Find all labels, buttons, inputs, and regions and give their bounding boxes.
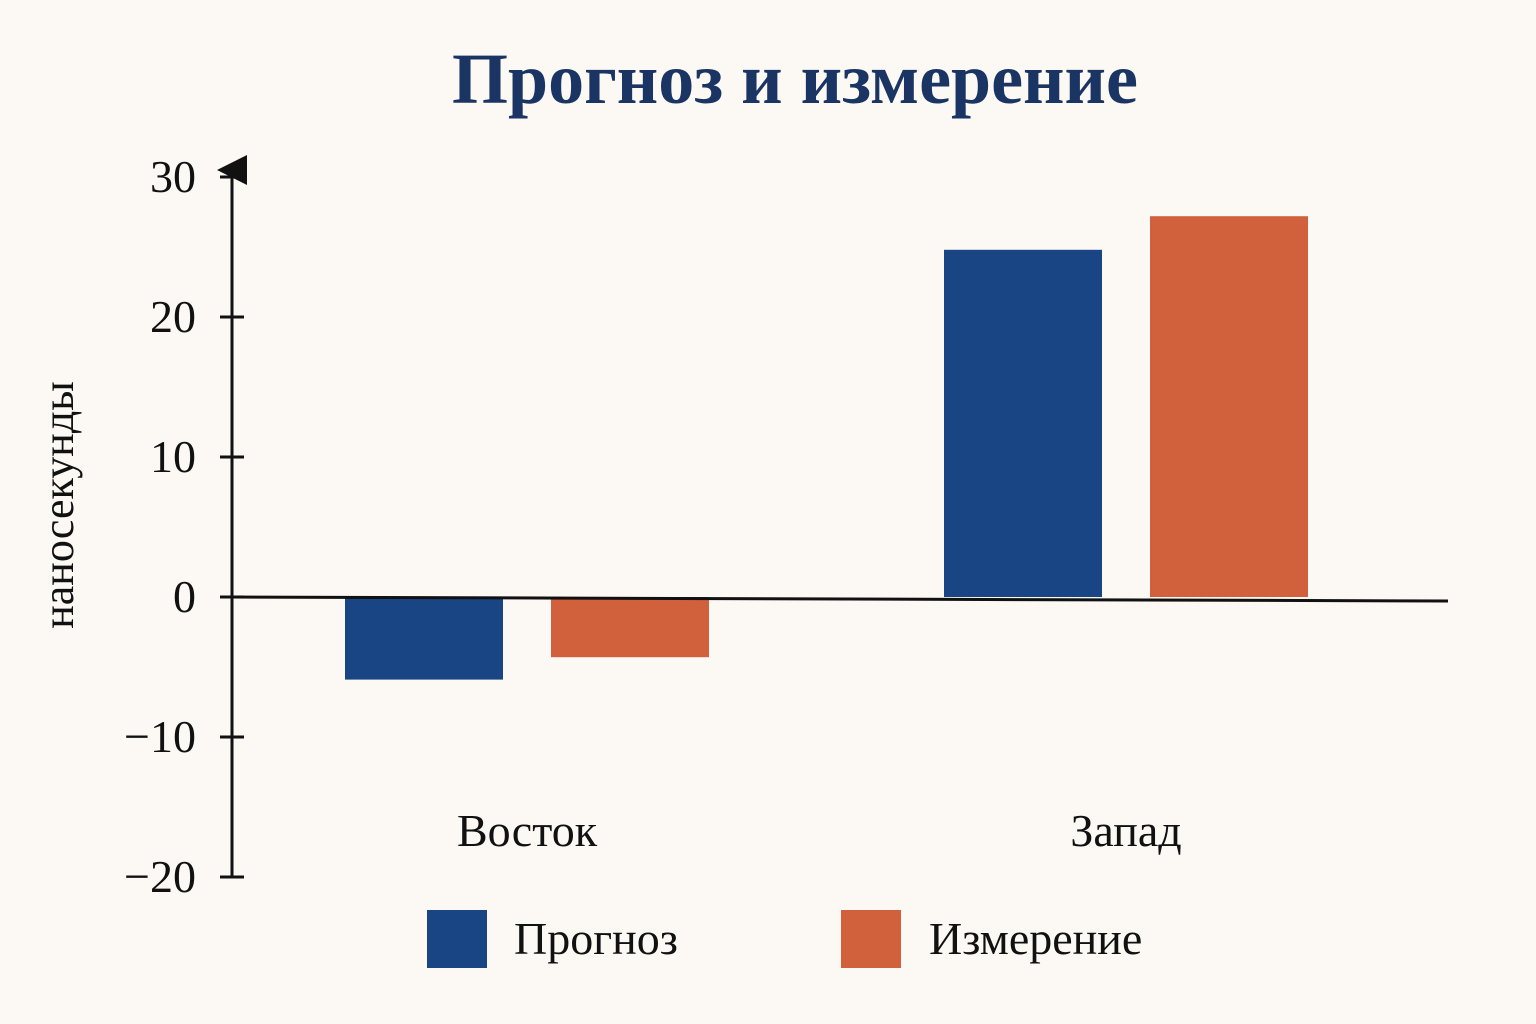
y-axis-label: наносекунды [34, 381, 83, 629]
category-labels: Восток Запад [457, 805, 1182, 856]
legend-label-measurement: Измерение [929, 913, 1142, 964]
category-label-east: Восток [457, 805, 598, 856]
y-tick-label: −10 [124, 711, 196, 762]
legend-swatch-forecast [427, 910, 487, 968]
legend: Прогноз Измерение [427, 910, 1142, 968]
bar-forecast-east [345, 597, 503, 680]
y-ticks: 30 20 10 0 −10 −20 [124, 151, 244, 902]
chart-title: Прогноз и измерение [452, 39, 1138, 119]
y-tick-label: 20 [150, 291, 196, 342]
y-tick-label: 0 [173, 571, 196, 622]
x-axis-baseline [231, 595, 1449, 603]
bar-measurement-west [1150, 216, 1308, 597]
y-tick-label: 10 [150, 431, 196, 482]
bar-forecast-west [944, 249, 1102, 598]
y-tick-label: 30 [150, 151, 196, 202]
category-label-west: Запад [1070, 805, 1181, 856]
x-axis [231, 595, 1449, 603]
bars [345, 216, 1308, 680]
legend-swatch-measurement [841, 910, 901, 968]
bar-measurement-east [551, 597, 709, 658]
legend-label-forecast: Прогноз [514, 913, 678, 964]
y-tick-label: −20 [124, 851, 196, 902]
